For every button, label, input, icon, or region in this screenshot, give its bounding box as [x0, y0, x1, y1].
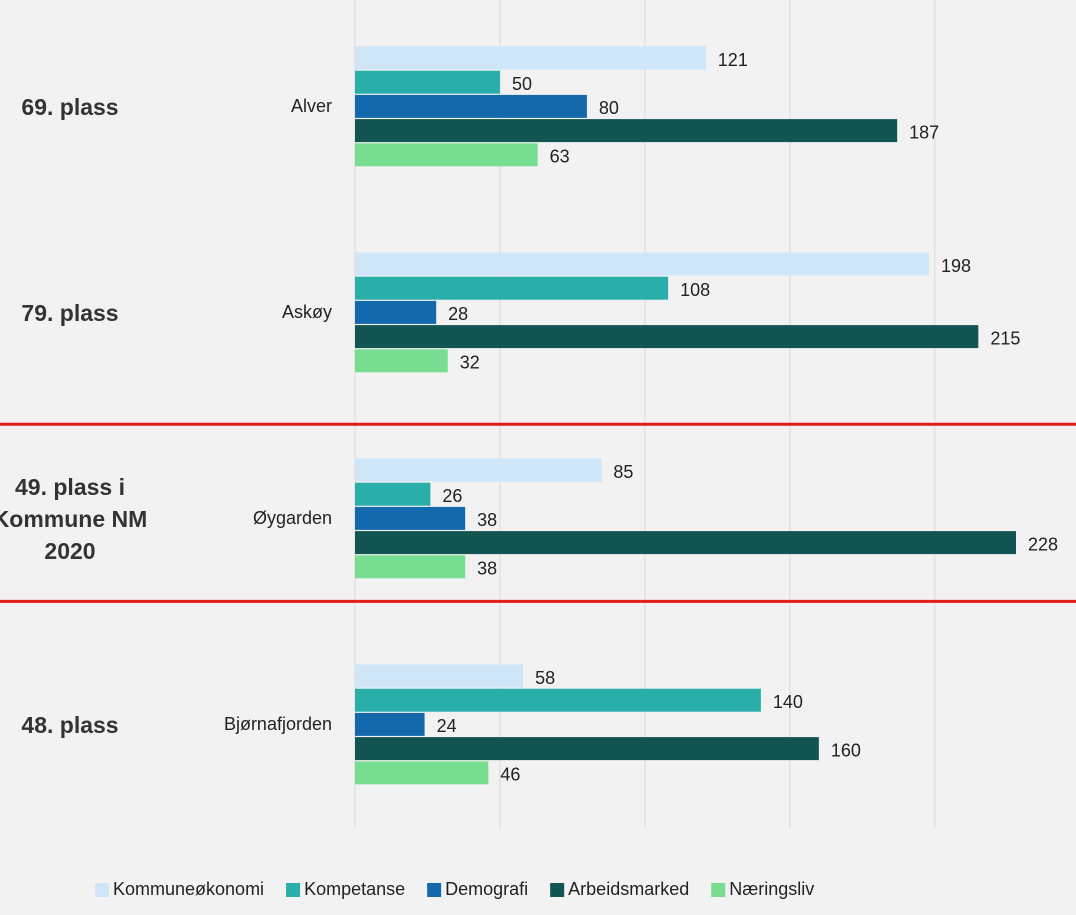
bar [355, 276, 669, 300]
data-label: 28 [448, 304, 468, 324]
data-label: 121 [718, 50, 748, 70]
bar [355, 737, 819, 761]
bar [355, 482, 431, 506]
data-label: 58 [535, 668, 555, 688]
bar [355, 712, 425, 736]
data-label: 85 [613, 462, 633, 482]
data-label: 32 [460, 353, 480, 373]
bar [355, 458, 602, 482]
legend-label: Arbeidsmarked [568, 879, 689, 899]
bar [355, 506, 466, 530]
data-label: 160 [831, 740, 861, 760]
data-label: 198 [941, 256, 971, 276]
bar [355, 761, 489, 785]
data-label: 24 [437, 716, 457, 736]
legend-swatch [286, 883, 301, 897]
data-label: 38 [477, 510, 497, 530]
category-label: Øygarden [253, 508, 332, 528]
bar [355, 349, 448, 373]
bar [355, 70, 500, 94]
category-label: Bjørnafjorden [224, 714, 332, 734]
rank-label: 69. plass [21, 94, 119, 120]
legend-swatch [427, 883, 442, 897]
data-label: 26 [442, 486, 462, 506]
data-label: 140 [773, 692, 803, 712]
bar [355, 252, 930, 276]
data-label: 215 [990, 328, 1020, 348]
legend-swatch [550, 883, 565, 897]
legend-swatch [711, 883, 726, 897]
bar [355, 325, 979, 349]
bar [355, 300, 437, 324]
data-label: 50 [512, 74, 532, 94]
bar [355, 664, 524, 688]
data-label: 187 [909, 122, 939, 142]
bar [355, 688, 761, 712]
bar [355, 94, 587, 118]
data-label: 108 [680, 280, 710, 300]
data-label: 38 [477, 559, 497, 579]
bar [355, 531, 1017, 555]
bar [355, 555, 466, 579]
data-label: 80 [599, 98, 619, 118]
rank-label: 49. plass i Kommune NM 2020 [0, 474, 148, 564]
category-label: Askøy [282, 302, 332, 322]
legend-label: Næringsliv [729, 879, 814, 899]
data-label: 63 [550, 147, 570, 167]
data-label: 46 [500, 765, 520, 785]
legend-label: Demografi [445, 879, 528, 899]
bar [355, 46, 706, 70]
bar [355, 119, 898, 143]
legend-swatch [95, 883, 109, 897]
legend-label: Kommuneøkonomi [113, 879, 264, 899]
rank-label: 48. plass [21, 712, 119, 738]
legend-label: Kompetanse [304, 879, 405, 899]
rank-label: 79. plass [21, 300, 119, 326]
category-label: Alver [291, 96, 332, 116]
bar [355, 143, 538, 167]
data-label: 228 [1028, 534, 1058, 554]
